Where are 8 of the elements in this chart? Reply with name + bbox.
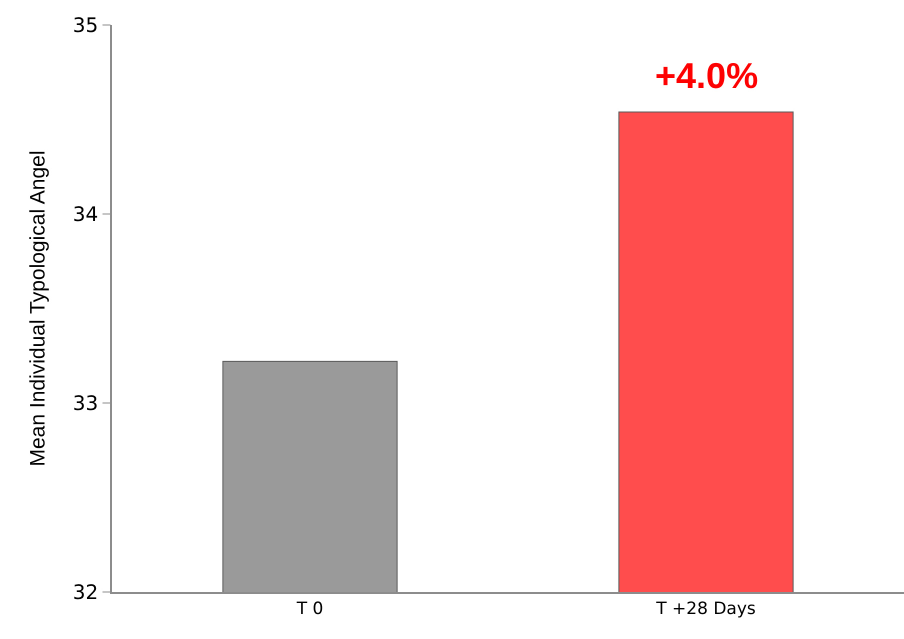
y-tick-label: 35 [72,13,98,37]
y-tick-label: 34 [72,202,98,226]
y-tick-label: 32 [72,580,98,604]
y-tick-label: 33 [72,391,98,415]
y-axis-title: Mean Individual Typological Angel [26,150,50,466]
annotation: +4.0% [655,55,758,96]
x-tick-label: T 0 [296,599,324,620]
x-tick-label: T +28 Days [655,599,756,620]
